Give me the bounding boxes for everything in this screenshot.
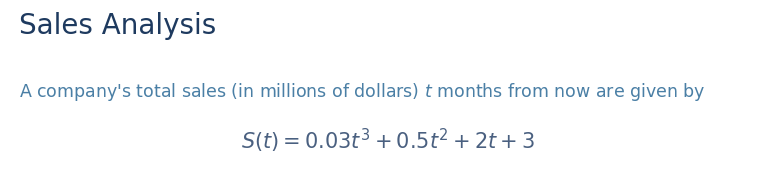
Text: $S(t) = 0.03t^3 + 0.5t^2 + 2t + 3$: $S(t) = 0.03t^3 + 0.5t^2 + 2t + 3$: [240, 127, 535, 155]
Text: A company's total sales (in millions of dollars) $t$ months from now are given b: A company's total sales (in millions of …: [19, 81, 706, 103]
Text: Sales Analysis: Sales Analysis: [19, 12, 217, 40]
